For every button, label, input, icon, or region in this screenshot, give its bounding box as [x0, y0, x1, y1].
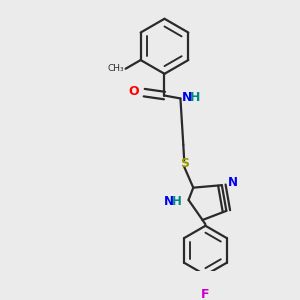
Text: N: N: [164, 195, 173, 208]
Text: N: N: [228, 176, 238, 189]
Text: H: H: [190, 91, 200, 104]
Text: N: N: [182, 91, 193, 104]
Text: H: H: [171, 195, 181, 208]
Text: F: F: [201, 288, 210, 300]
Text: S: S: [180, 157, 189, 169]
Text: O: O: [128, 85, 139, 98]
Text: CH₃: CH₃: [107, 64, 124, 73]
